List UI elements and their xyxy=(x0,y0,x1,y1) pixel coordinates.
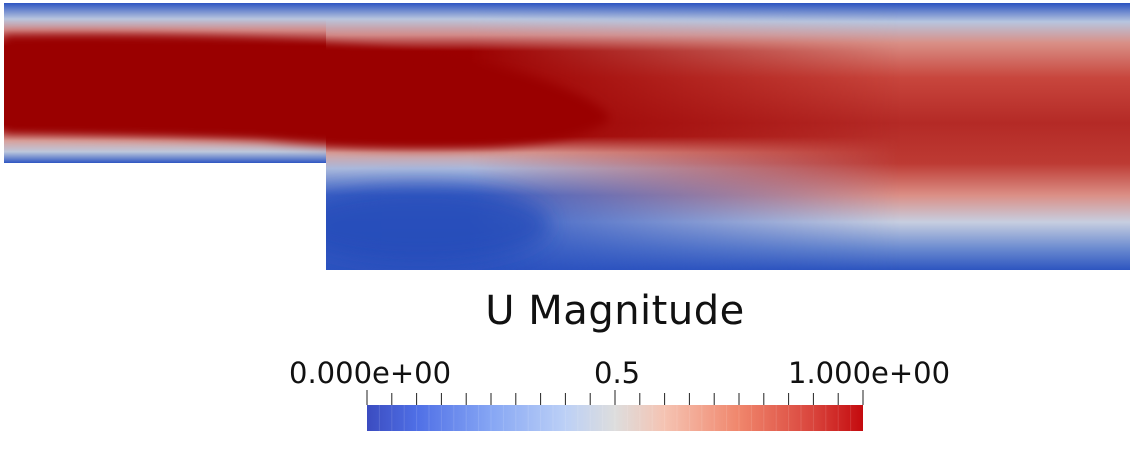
colorbar-segments xyxy=(378,405,852,431)
colorbar-gradient xyxy=(367,405,863,431)
colorbar xyxy=(366,390,864,431)
jet-core xyxy=(4,35,610,149)
flow-domain xyxy=(4,3,1130,270)
colorbar-ticks xyxy=(366,390,864,405)
legend-mid-label: 0.5 xyxy=(594,356,641,390)
legend-title: U Magnitude xyxy=(485,288,745,334)
recirculation-zone xyxy=(290,187,550,263)
legend-max-label: 1.000e+00 xyxy=(788,356,951,390)
legend-min-label: 0.000e+00 xyxy=(289,356,452,390)
